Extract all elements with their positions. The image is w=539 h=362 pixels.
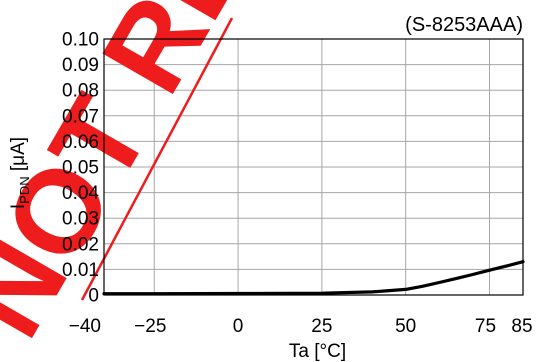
y-tick-label: 0.08: [62, 81, 99, 102]
y-tick-label: 0.01: [62, 260, 99, 281]
y-tick-label: 0: [88, 286, 99, 307]
y-tick-label: 0.04: [62, 183, 99, 204]
x-tick-label: −40: [69, 316, 101, 337]
y-tick-label: 0.07: [62, 106, 99, 127]
x-tick-label: 25: [311, 316, 332, 337]
plot-frame: [103, 38, 524, 296]
x-tick-labels: −40 −25 0 25 50 75 85: [69, 316, 533, 337]
x-tick-label: 85: [511, 316, 532, 337]
y-axis-label: IPDN [μA]: [8, 137, 32, 209]
y-tick-label: 0.10: [62, 30, 99, 51]
x-tick-label: 50: [395, 316, 416, 337]
y-tick-label: 0.05: [62, 158, 99, 179]
series-line: [102, 260, 525, 296]
x-tick-label: 0: [233, 316, 244, 337]
y-tick-label: 0.09: [62, 55, 99, 76]
y-tick-label: 0.06: [62, 132, 99, 153]
y-axis-label-main: I: [8, 204, 29, 209]
chart-title: (S-8253AAA): [405, 14, 523, 36]
y-axis-label-unit: [μA]: [8, 137, 29, 176]
y-tick-label: 0.02: [62, 234, 99, 255]
y-tick-label: 0.03: [62, 209, 99, 230]
series-layer: [102, 260, 525, 296]
x-axis-label: Ta [°C]: [289, 341, 346, 362]
grid-lines: [104, 39, 523, 295]
x-tick-label: 75: [475, 316, 496, 337]
y-tick-labels: 0 0.01 0.02 0.03 0.04 0.05 0.06 0.07 0.08 0.09 0.1…: [62, 30, 99, 307]
watermark-line: [80, 17, 234, 301]
y-axis-label-subscript: PDN: [17, 176, 32, 203]
x-tick-label: −25: [134, 316, 166, 337]
